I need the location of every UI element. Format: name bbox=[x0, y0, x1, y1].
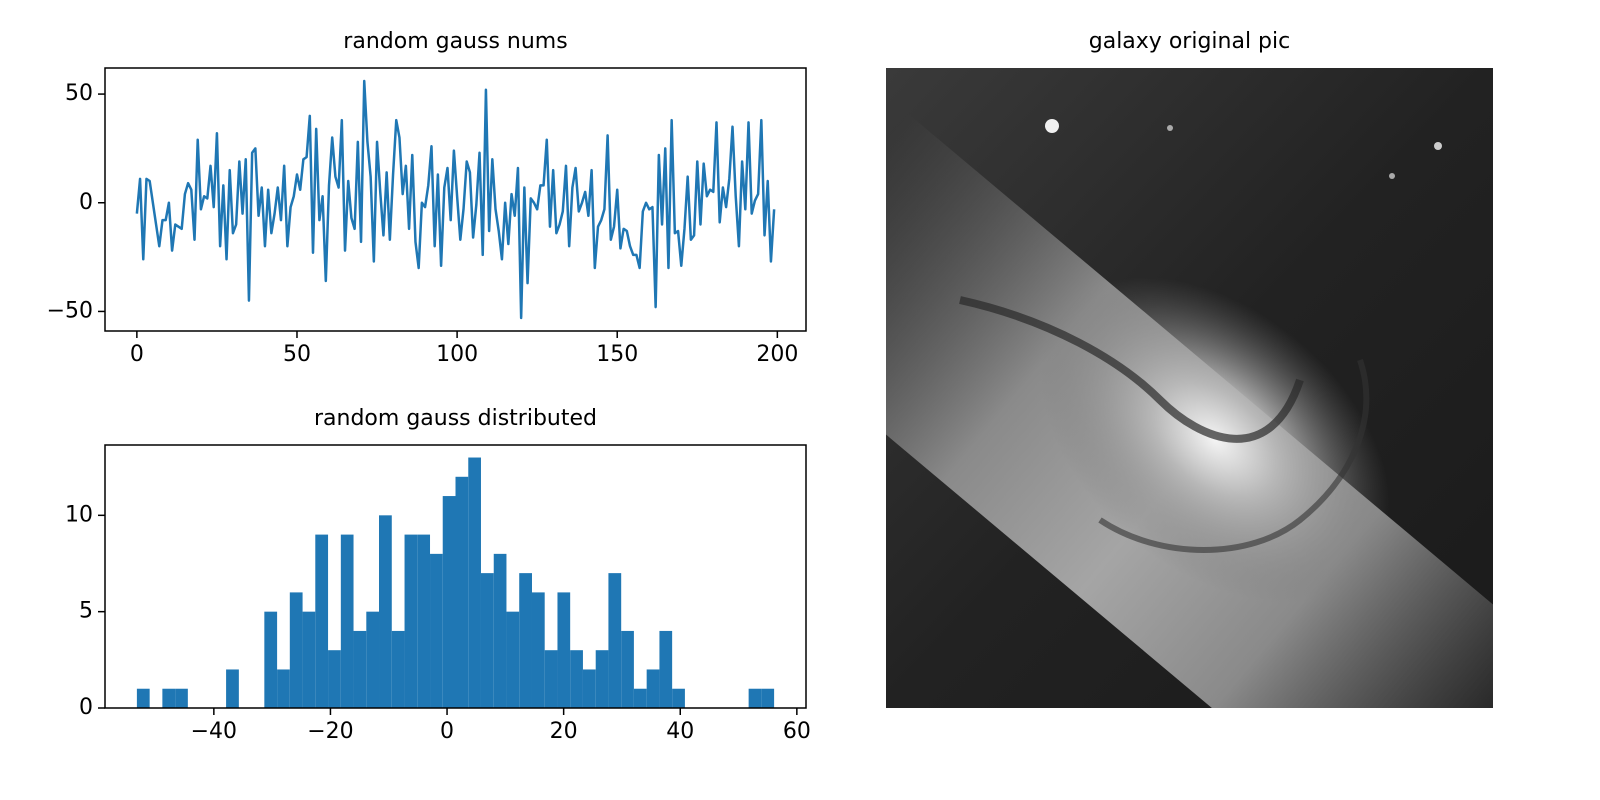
histogram-bar bbox=[136, 688, 150, 708]
histogram-bar bbox=[404, 534, 418, 708]
x-tick-label: −20 bbox=[307, 719, 353, 744]
histogram-bar bbox=[493, 553, 507, 708]
histogram-bar bbox=[455, 476, 469, 708]
histogram-bar bbox=[506, 611, 520, 708]
histogram-bar bbox=[175, 688, 188, 708]
histogram-bar bbox=[226, 669, 239, 708]
histogram-bar bbox=[544, 650, 558, 708]
histogram-bar bbox=[442, 496, 456, 708]
y-tick-label: −50 bbox=[47, 298, 93, 323]
histogram-bar bbox=[328, 650, 341, 708]
histogram-bar bbox=[391, 630, 405, 708]
data-line bbox=[135, 79, 776, 320]
y-tick-label: 5 bbox=[79, 599, 93, 624]
histogram-bar bbox=[289, 592, 303, 708]
y-tick-label: 10 bbox=[65, 502, 93, 527]
x-tick-label: 150 bbox=[596, 342, 638, 367]
histogram-bar bbox=[302, 611, 316, 708]
x-tick-label: −40 bbox=[191, 719, 237, 744]
histogram-bar bbox=[379, 515, 392, 708]
x-tick-label: 100 bbox=[436, 342, 478, 367]
axes-frame bbox=[104, 67, 807, 332]
histogram-bar bbox=[633, 688, 647, 708]
histogram-bar bbox=[608, 573, 622, 708]
histogram-bar bbox=[519, 573, 532, 708]
histogram-bar bbox=[557, 592, 571, 708]
histogram-bar bbox=[264, 611, 278, 708]
x-tick-label: 200 bbox=[756, 342, 798, 367]
histogram-bar bbox=[417, 534, 431, 708]
histogram-bar bbox=[646, 669, 660, 708]
axes-frame bbox=[104, 444, 807, 709]
y-tick-label: 0 bbox=[79, 190, 93, 215]
histogram-bar bbox=[672, 688, 685, 708]
histogram-bar bbox=[480, 573, 494, 708]
histogram-bar bbox=[340, 534, 354, 708]
x-tick-label: 40 bbox=[666, 719, 694, 744]
subplot-title: random gauss nums bbox=[343, 29, 567, 54]
x-tick-label: 0 bbox=[130, 342, 144, 367]
x-tick-label: 0 bbox=[440, 719, 454, 744]
histogram-bar bbox=[468, 457, 481, 708]
histogram-bar bbox=[621, 630, 634, 708]
x-tick-label: 60 bbox=[783, 719, 811, 744]
histogram-bar bbox=[761, 688, 775, 708]
subplot-title: galaxy original pic bbox=[1089, 29, 1290, 54]
subplot-title: random gauss distributed bbox=[314, 406, 597, 431]
histogram-bar bbox=[430, 553, 443, 708]
histogram-bar bbox=[595, 650, 609, 708]
histogram-bar bbox=[659, 630, 673, 708]
histogram-bar bbox=[366, 611, 380, 708]
histogram-bar bbox=[353, 630, 367, 708]
y-tick-label: 0 bbox=[79, 695, 93, 720]
histogram-bar bbox=[315, 534, 329, 708]
histogram-bar bbox=[748, 688, 762, 708]
galaxy-image bbox=[886, 68, 1493, 708]
histogram-bar bbox=[570, 650, 583, 708]
histogram-bar bbox=[162, 688, 176, 708]
y-tick-label: 50 bbox=[65, 81, 93, 106]
x-tick-label: 50 bbox=[283, 342, 311, 367]
x-tick-label: 20 bbox=[550, 719, 578, 744]
histogram-bar bbox=[582, 669, 596, 708]
histogram-bar bbox=[277, 669, 290, 708]
histogram-bar bbox=[531, 592, 545, 708]
